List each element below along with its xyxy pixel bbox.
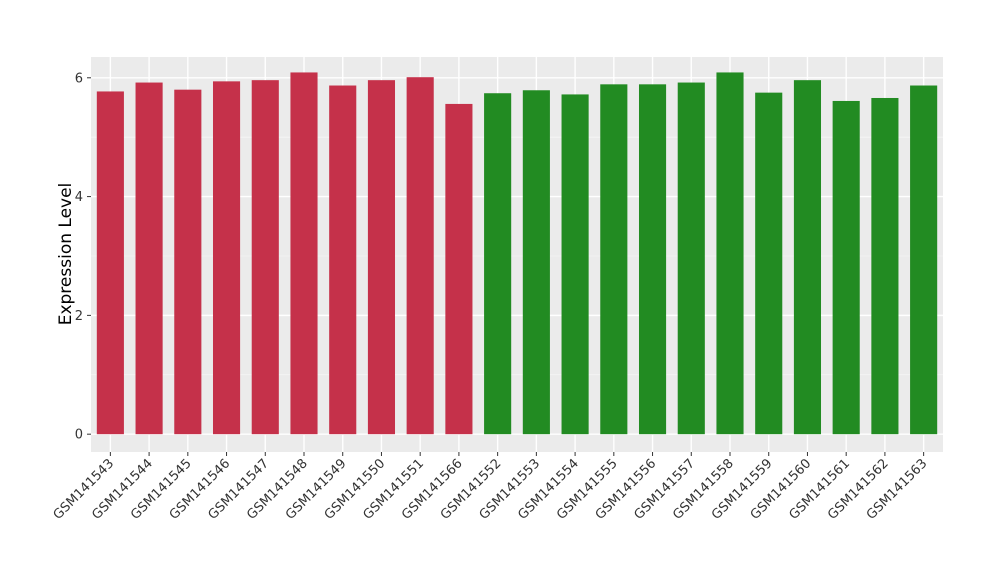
bar-GSM141552 [484, 93, 512, 435]
y-tick-label: 4 [75, 190, 83, 205]
y-tick-label: 2 [75, 309, 83, 324]
bar-GSM141555 [600, 84, 628, 435]
bars [96, 72, 938, 435]
bar-GSM141561 [832, 100, 860, 435]
y-tick-label: 6 [75, 71, 83, 86]
bar-GSM141551 [406, 77, 434, 435]
bar-GSM141558 [716, 72, 744, 435]
y-axis-title: Expression Level [56, 183, 76, 326]
y-axis: 0 2 4 6 [75, 71, 91, 443]
bar-GSM141547 [251, 80, 279, 435]
bar-GSM141546 [212, 81, 241, 435]
bar-GSM141559 [755, 92, 783, 435]
bar-GSM141553 [522, 90, 550, 435]
bar-GSM141554 [561, 94, 589, 435]
bar-GSM141549 [329, 85, 357, 435]
bar-GSM141544 [135, 82, 163, 435]
bar-GSM141562 [871, 97, 899, 435]
bar-GSM141560 [793, 80, 822, 435]
bar-GSM141543 [96, 91, 124, 435]
bar-GSM141557 [677, 82, 705, 435]
bar-GSM141556 [638, 84, 667, 435]
x-axis: GSM141543GSM141544GSM141545GSM141546GSM1… [51, 452, 930, 523]
bar-GSM141548 [290, 72, 318, 435]
y-tick-label: 0 [75, 428, 83, 443]
bar-GSM141563 [910, 85, 938, 435]
bar-GSM141550 [367, 80, 396, 435]
bar-GSM141545 [174, 89, 202, 435]
bar-GSM141566 [445, 103, 473, 435]
